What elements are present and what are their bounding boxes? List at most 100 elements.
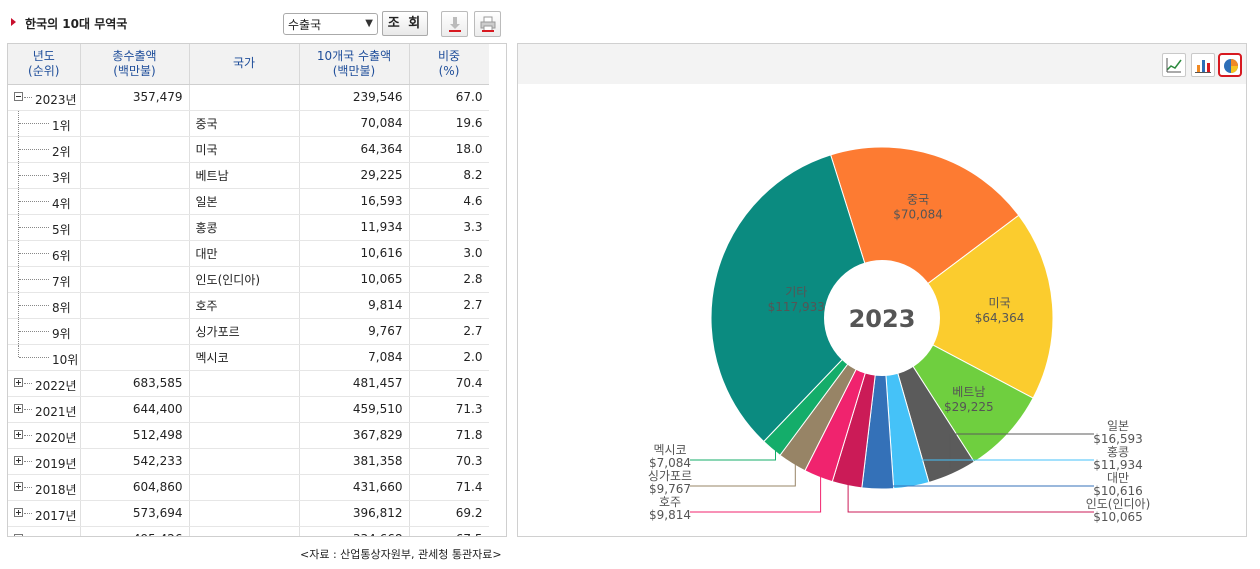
collapse-icon[interactable] — [14, 91, 23, 101]
total-export-cell: 644,400 — [80, 396, 190, 423]
tree-cell[interactable]: 5위 — [8, 214, 81, 241]
rank-row[interactable]: 3위 베트남 29,225 8.2 — [8, 162, 490, 189]
share-cell: 19.6 — [409, 110, 490, 137]
column-header-line2: (%) — [438, 63, 460, 78]
tree-cell[interactable]: 2위 — [8, 136, 81, 163]
share-cell: 70.3 — [409, 448, 490, 475]
tree-cell[interactable]: 2019년 — [8, 448, 81, 475]
rank-row[interactable]: 5위 홍콩 11,934 3.3 — [8, 214, 490, 241]
tree-cell[interactable]: 2020년 — [8, 422, 81, 449]
tree-cell[interactable]: 2018년 — [8, 474, 81, 501]
rank-row[interactable]: 8위 호주 9,814 2.7 — [8, 292, 490, 319]
rank-row[interactable]: 2위 미국 64,364 18.0 — [8, 136, 490, 163]
slice-value-label: $117,933 — [768, 300, 825, 314]
expand-icon[interactable] — [14, 507, 23, 517]
year-row[interactable]: 2020년 512,498 367,829 71.8 — [8, 422, 490, 449]
rank-label: 6위 — [52, 248, 71, 263]
tree-cell[interactable]: 7위 — [8, 266, 81, 293]
tree-cell[interactable]: 3위 — [8, 162, 81, 189]
tree-cell[interactable]: 2017년 — [8, 500, 81, 527]
expand-icon[interactable] — [14, 481, 23, 491]
share-cell: 4.6 — [409, 188, 490, 215]
year-row[interactable]: 2022년 683,585 481,457 70.4 — [8, 370, 490, 397]
print-button[interactable] — [474, 11, 501, 37]
tree-cell[interactable]: 2021년 — [8, 396, 81, 423]
year-row[interactable]: 2023년 357,479 239,546 67.0 — [8, 84, 490, 111]
tree-cell[interactable]: 6위 — [8, 240, 81, 267]
tree-connector — [24, 434, 32, 436]
pie-chart: 중국$70,084 미국$64,364 베트남$29,225 기타$117,933 일본… — [648, 146, 1150, 524]
top10-export-cell: 396,812 — [299, 500, 410, 527]
share-cell: 2.7 — [409, 292, 490, 319]
chart-toolbar — [518, 44, 1246, 84]
pie-chart-button[interactable] — [1218, 53, 1242, 77]
tree-cell[interactable]: 2022년 — [8, 370, 81, 397]
year-row[interactable]: 2019년 542,233 381,358 70.3 — [8, 448, 490, 475]
year-row[interactable]: 2018년 604,860 431,660 71.4 — [8, 474, 490, 501]
pie-slice — [881, 214, 1054, 399]
country-cell — [189, 370, 300, 397]
country-cell: 싱가포르 — [189, 318, 300, 345]
expand-icon[interactable] — [14, 377, 23, 387]
rank-row[interactable]: 1위 중국 70,084 19.6 — [8, 110, 490, 137]
tree-cell[interactable]: 2023년 — [8, 84, 81, 111]
total-export-cell: 357,479 — [80, 84, 190, 111]
tree-connector — [19, 226, 49, 228]
center-year-label: 2023 — [849, 305, 916, 333]
year-row[interactable]: 2021년 644,400 459,510 71.3 — [8, 396, 490, 423]
print-icon — [480, 16, 496, 32]
tree-cell[interactable]: 1위 — [8, 110, 81, 137]
expand-icon[interactable] — [14, 533, 23, 536]
slice-name-label: 베트남 — [952, 385, 985, 399]
tree-connector — [18, 188, 19, 214]
slice-value-label: $64,364 — [975, 311, 1025, 325]
leader-line — [690, 458, 796, 487]
year-label: 2022년 — [35, 378, 77, 393]
trade-table-panel[interactable]: 년도 (순위) 총수출액 (백만불) 국가 10개국 수출액 (백만불) 비중 (%) 2023… — [7, 43, 507, 537]
top10-export-cell: 16,593 — [299, 188, 410, 215]
slice-name-label: 일본 — [1107, 419, 1129, 433]
column-header-line2: (순위) — [28, 63, 60, 78]
tree-connector — [19, 252, 49, 254]
total-export-cell — [80, 240, 190, 267]
rank-row[interactable]: 6위 대만 10,616 3.0 — [8, 240, 490, 267]
trade-type-select[interactable]: 수출국 ▼ — [283, 13, 378, 35]
expand-icon[interactable] — [14, 403, 23, 413]
rank-row[interactable]: 4위 일본 16,593 4.6 — [8, 188, 490, 215]
year-row[interactable]: 2016년495,426 334,66867.5 — [8, 526, 490, 536]
leader-line — [690, 444, 776, 461]
country-cell: 일본 — [189, 188, 300, 215]
trade-type-select-value: 수출국 — [288, 18, 322, 32]
country-cell: 멕시코 — [189, 344, 300, 371]
year-row[interactable]: 2017년 573,694 396,812 69.2 — [8, 500, 490, 527]
rank-row[interactable]: 7위 인도(인디아) 10,065 2.8 — [8, 266, 490, 293]
tree-cell[interactable]: 10위 — [8, 344, 81, 371]
tree-cell[interactable]: 2016년 — [8, 526, 81, 536]
slice-name-label: 멕시코 — [653, 443, 686, 457]
share-cell: 70.4 — [409, 370, 490, 397]
bar-chart-icon — [1195, 60, 1211, 73]
download-button[interactable] — [441, 11, 468, 37]
bar-chart-button[interactable] — [1191, 53, 1215, 77]
slice-value-label: $70,084 — [893, 208, 943, 222]
column-header: 비중 (%) — [409, 44, 490, 85]
total-export-cell — [80, 136, 190, 163]
country-cell — [189, 422, 300, 449]
tree-cell[interactable]: 8위 — [8, 292, 81, 319]
tree-connector — [19, 304, 49, 306]
rank-row[interactable]: 10위 멕시코 7,084 2.0 — [8, 344, 490, 371]
query-button[interactable]: 조 회 — [382, 11, 428, 36]
rank-row[interactable]: 9위 싱가포르 9,767 2.7 — [8, 318, 490, 345]
expand-icon[interactable] — [14, 455, 23, 465]
tree-cell[interactable]: 9위 — [8, 318, 81, 345]
country-cell: 인도(인디아) — [189, 266, 300, 293]
pie-chart-icon — [1224, 59, 1238, 73]
top10-export-cell: 9,767 — [299, 318, 410, 345]
donut-hole — [824, 260, 940, 376]
tree-cell[interactable]: 4위 — [8, 188, 81, 215]
expand-icon[interactable] — [14, 429, 23, 439]
column-header: 10개국 수출액 (백만불) — [299, 44, 410, 85]
table-scrollbar[interactable] — [489, 44, 506, 536]
country-cell: 베트남 — [189, 162, 300, 189]
line-chart-button[interactable] — [1162, 53, 1186, 77]
